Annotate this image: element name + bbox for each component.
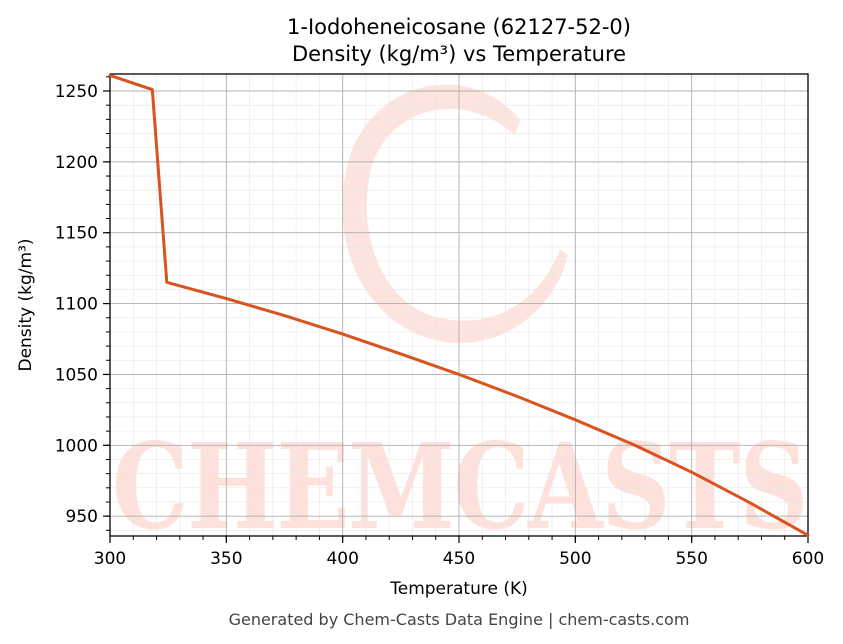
x-tick-label: 500 <box>559 549 591 569</box>
chart-title: 1-Iodoheneicosane (62127-52-0) <box>287 15 631 39</box>
y-axis: 950 1000 1050 1100 1150 1200 1250 <box>55 76 110 531</box>
watermark: CHEMCASTS <box>112 84 809 556</box>
y-tick-label: 1250 <box>55 82 98 102</box>
y-axis-label: Density (kg/m³) <box>16 238 36 371</box>
y-tick-label: 1000 <box>55 436 98 456</box>
y-tick-label: 1050 <box>55 365 98 385</box>
series-layer <box>108 73 810 537</box>
y-tick-label: 1150 <box>55 224 98 244</box>
x-tick-label: 300 <box>94 549 126 569</box>
x-axis: 300 350 400 450 500 550 600 <box>94 536 824 569</box>
watermark-swirl <box>342 84 568 343</box>
x-tick-label: 550 <box>675 549 707 569</box>
x-tick-label: 450 <box>443 549 475 569</box>
x-tick-label: 400 <box>326 549 358 569</box>
footer-credit: Generated by Chem-Casts Data Engine | ch… <box>229 610 690 629</box>
y-tick-label: 1100 <box>55 295 98 315</box>
x-tick-label: 350 <box>210 549 242 569</box>
density-line <box>108 73 810 537</box>
y-tick-label: 950 <box>66 507 98 527</box>
y-tick-label: 1200 <box>55 153 98 173</box>
x-axis-label: Temperature (K) <box>389 579 528 599</box>
x-tick-label: 600 <box>792 549 824 569</box>
watermark-text: CHEMCASTS <box>112 417 807 556</box>
chart-subtitle: Density (kg/m³) vs Temperature <box>292 42 626 66</box>
